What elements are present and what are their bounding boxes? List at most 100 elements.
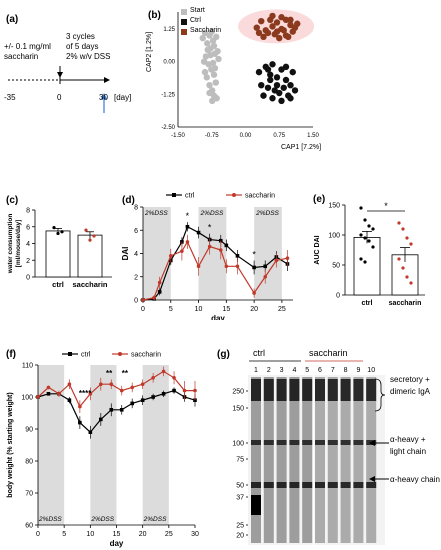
- data-point: [273, 28, 281, 35]
- legend-label: ctrl: [185, 193, 195, 200]
- data-point: [397, 221, 401, 225]
- lane-smear: [302, 377, 313, 543]
- band-heavy: [340, 482, 351, 488]
- weight-line-chart: 2%DSS 2%DSS 2%DSS 110 100 90 80 70 600 5 10 15 20 25 3…: [7, 352, 199, 549]
- band-heavy-light: [315, 440, 325, 445]
- legend-marker: [118, 352, 122, 356]
- data-point: [210, 42, 218, 50]
- data-point: [255, 29, 263, 37]
- bracket-secretory: [374, 378, 386, 412]
- band-secretory: [366, 379, 377, 401]
- lane-number: 7: [331, 367, 335, 374]
- band-heavy: [251, 482, 261, 488]
- data-point: [363, 218, 367, 222]
- cycles-label-2: of 5 days: [66, 42, 99, 51]
- significance-star: *: [208, 223, 212, 233]
- lane-number: 5: [305, 367, 309, 374]
- data-point: [267, 71, 274, 78]
- data-point: [161, 392, 166, 396]
- dss-label: 2%DSS: [90, 516, 114, 523]
- data-point: [291, 87, 299, 94]
- data-point: [209, 97, 216, 105]
- x-tick-label: saccharin: [389, 300, 422, 307]
- data-point: [367, 239, 371, 243]
- significance-star: ****: [79, 389, 92, 398]
- legend-label: saccharin: [245, 193, 275, 200]
- data-point: [130, 401, 134, 406]
- x-tick-label: 30: [191, 531, 199, 538]
- legend-marker: [172, 193, 176, 197]
- data-point: [264, 29, 272, 37]
- data-point: [196, 230, 201, 235]
- data-point: [363, 260, 367, 264]
- data-point: [359, 206, 363, 210]
- data-point: [204, 46, 211, 54]
- timeline-end: 30: [99, 93, 108, 102]
- lane-smear: [327, 377, 338, 543]
- data-point: [285, 256, 290, 260]
- data-point: [401, 227, 405, 231]
- bar: [45, 230, 71, 278]
- data-point: [88, 238, 92, 242]
- panel-label: (c): [6, 195, 19, 206]
- mw-marker-label: 37: [236, 495, 244, 502]
- panel-f: (f) 2%DSS 2%DSS 2%DSS 110 100 90 80 70 60 0 5 10 15 2…: [0, 345, 205, 550]
- data-point: [172, 376, 176, 380]
- band-heavy-light: [289, 440, 300, 445]
- data-point: [214, 48, 221, 55]
- data-point: [215, 55, 222, 63]
- data-point: [185, 224, 190, 229]
- data-point: [255, 68, 263, 76]
- data-point: [207, 244, 212, 249]
- significance-star: *: [384, 201, 388, 211]
- x-tick-label: saccharin: [72, 280, 107, 289]
- data-point: [359, 257, 363, 261]
- data-point: [99, 417, 103, 422]
- data-point: [213, 33, 220, 41]
- mw-marker-label: 50: [236, 483, 244, 490]
- band-heavy: [263, 482, 274, 488]
- lane-number: 10: [367, 367, 375, 374]
- lane-number: 8: [344, 367, 348, 374]
- lane-number: 3: [280, 367, 284, 374]
- y-tick-label: 150: [328, 203, 340, 210]
- lane-number: 4: [292, 367, 296, 374]
- annotation-heavy-light-2: light chain: [390, 447, 427, 456]
- data-point: [252, 291, 256, 295]
- data-point: [287, 81, 294, 89]
- data-point: [182, 388, 187, 393]
- data-point: [218, 238, 223, 243]
- y-tick-label: 0: [134, 298, 138, 305]
- y-tick-label: 8: [26, 208, 30, 215]
- legend-label: ctrl: [81, 352, 91, 359]
- mw-marker-label: 250: [232, 389, 244, 396]
- lane-smear: [340, 377, 351, 543]
- annotation-heavy-light: α-heavy +: [390, 435, 426, 444]
- y-tick-label: 0: [26, 275, 30, 282]
- data-point: [278, 97, 285, 105]
- data-point: [52, 225, 56, 230]
- band-secretory: [327, 379, 338, 401]
- data-point: [206, 89, 213, 97]
- data-point: [157, 280, 162, 285]
- x-tick-label: 0: [141, 306, 145, 313]
- dss-label: 2%DSS: [255, 210, 279, 217]
- data-point: [200, 58, 208, 65]
- data-point: [60, 230, 64, 234]
- annotation-secretory-2: dimeric IgA: [390, 387, 431, 396]
- x-axis-label: day: [211, 314, 225, 320]
- band-extra: [251, 495, 261, 515]
- data-point: [260, 33, 267, 41]
- data-point: [397, 257, 401, 261]
- y-tick-label: 4: [26, 241, 30, 248]
- data-point: [291, 24, 299, 31]
- y-tick-label: 80: [25, 459, 33, 466]
- band-heavy: [302, 482, 313, 488]
- mw-marker-label: 20: [236, 533, 244, 540]
- data-point: [109, 382, 114, 386]
- legend-start: Start: [190, 7, 205, 14]
- x-tick-label: 1.50: [307, 133, 319, 139]
- data-point: [280, 27, 287, 34]
- band-heavy-light: [302, 440, 313, 445]
